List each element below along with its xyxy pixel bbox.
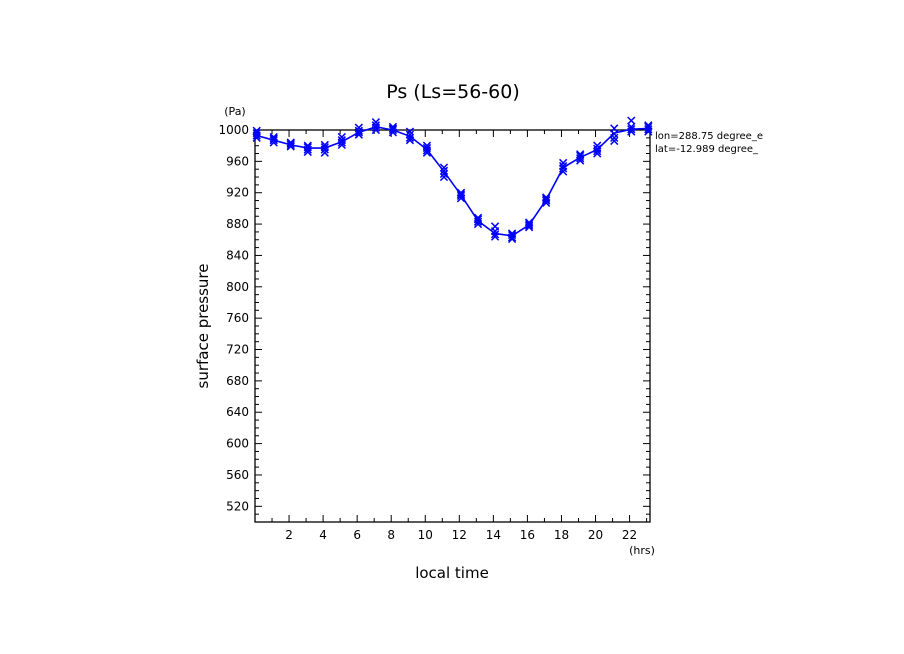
x-tick-label: 10 (418, 528, 433, 542)
data-point-marker (269, 136, 278, 145)
data-point-marker (524, 219, 534, 229)
annotation-lon: lon=288.75 degree_e (655, 131, 763, 142)
data-point-marker (405, 130, 415, 139)
x-tick-label: 16 (520, 528, 535, 542)
data-point-marker (320, 143, 329, 152)
chart-title: Ps (Ls=56-60) (386, 81, 520, 103)
data-point-marker (524, 221, 534, 230)
data-point-marker (337, 136, 346, 145)
data-point-marker (507, 230, 517, 240)
data-point-marker (559, 161, 568, 171)
y-unit-label: (Pa) (224, 105, 245, 118)
series-line-mean (256, 126, 649, 237)
data-point-marker (593, 141, 602, 150)
y-tick-label: 880 (226, 217, 249, 231)
data-point-marker (439, 172, 449, 182)
data-point-marker (456, 188, 466, 197)
y-tick-label: 1000 (218, 123, 249, 137)
data-point-marker (269, 132, 278, 142)
data-point-marker (593, 144, 602, 153)
data-point-marker (644, 122, 653, 131)
data-point-marker (559, 158, 568, 168)
data-point-marker (456, 191, 466, 200)
x-axis-label: local time (415, 564, 489, 582)
y-tick-label: 760 (226, 311, 249, 325)
data-point-marker (524, 218, 534, 227)
y-tick-label: 840 (226, 248, 249, 262)
x-tick-label: 12 (452, 528, 467, 542)
y-tick-label: 640 (226, 405, 249, 419)
y-tick-label: 720 (226, 343, 249, 357)
data-point-marker (354, 123, 363, 132)
y-tick-label: 560 (226, 468, 249, 482)
data-point-marker (507, 229, 517, 238)
data-point-marker (337, 132, 346, 142)
y-axis-label: surface pressure (194, 264, 212, 389)
data-point-marker (542, 194, 551, 204)
data-point-marker (303, 143, 312, 152)
x-tick-label: 14 (486, 528, 501, 542)
data-point-marker (439, 169, 449, 179)
y-tick-label: 960 (226, 154, 249, 168)
data-point-marker (405, 133, 415, 142)
data-point-marker (644, 121, 653, 130)
data-point-marker (388, 124, 398, 133)
data-point-marker (269, 134, 278, 143)
data-point-marker (490, 230, 500, 239)
data-point-marker (627, 116, 636, 125)
annotation-lat: lat=-12.989 degree_ (655, 144, 759, 155)
x-tick-label: 4 (319, 528, 327, 542)
data-point-marker (252, 129, 261, 138)
y-tick-label: 680 (226, 374, 249, 388)
data-point-marker (490, 222, 500, 231)
x-tick-label: 20 (588, 528, 603, 542)
data-point-marker (473, 213, 483, 222)
data-point-marker (286, 140, 295, 150)
data-point-marker (610, 124, 619, 133)
x-tick-label: 22 (622, 528, 637, 542)
x-unit-label: (hrs) (629, 544, 655, 557)
data-point-marker (456, 190, 466, 199)
x-tick-label: 8 (387, 528, 395, 542)
data-point-marker (252, 126, 261, 135)
data-point-marker (542, 193, 551, 202)
data-point-marker (422, 143, 432, 153)
data-point-marker (286, 138, 295, 147)
data-point-marker (303, 141, 312, 150)
y-tick-label: 520 (226, 499, 249, 513)
data-point-marker (422, 141, 432, 150)
data-point-marker (576, 150, 585, 159)
x-tick-label: 2 (285, 528, 293, 542)
data-point-marker (627, 125, 636, 134)
data-point-marker (542, 196, 551, 205)
x-tick-label: 18 (554, 528, 569, 542)
y-tick-label: 600 (226, 437, 249, 451)
y-tick-label: 800 (226, 280, 249, 294)
data-point-marker (405, 127, 415, 136)
data-point-marker (371, 118, 381, 127)
data-point-marker (473, 215, 483, 224)
data-point-marker (354, 126, 363, 135)
plot-area: 2 4 6 8 10 12 14 16 18 20 22 520 560 600 640 680 720 760 8… (218, 116, 653, 542)
data-point-marker (576, 151, 585, 161)
x-tick-label: 6 (353, 528, 361, 542)
data-point-marker (388, 125, 398, 135)
data-point-marker (320, 140, 329, 150)
data-point-marker (371, 121, 381, 130)
data-point-marker (439, 163, 449, 172)
data-point-marker (610, 136, 619, 146)
plot-frame (254, 129, 651, 523)
data-point-marker (627, 122, 636, 131)
y-tick-label: 920 (226, 186, 249, 200)
data-point-marker (439, 166, 449, 175)
data-point-marker (388, 122, 398, 131)
